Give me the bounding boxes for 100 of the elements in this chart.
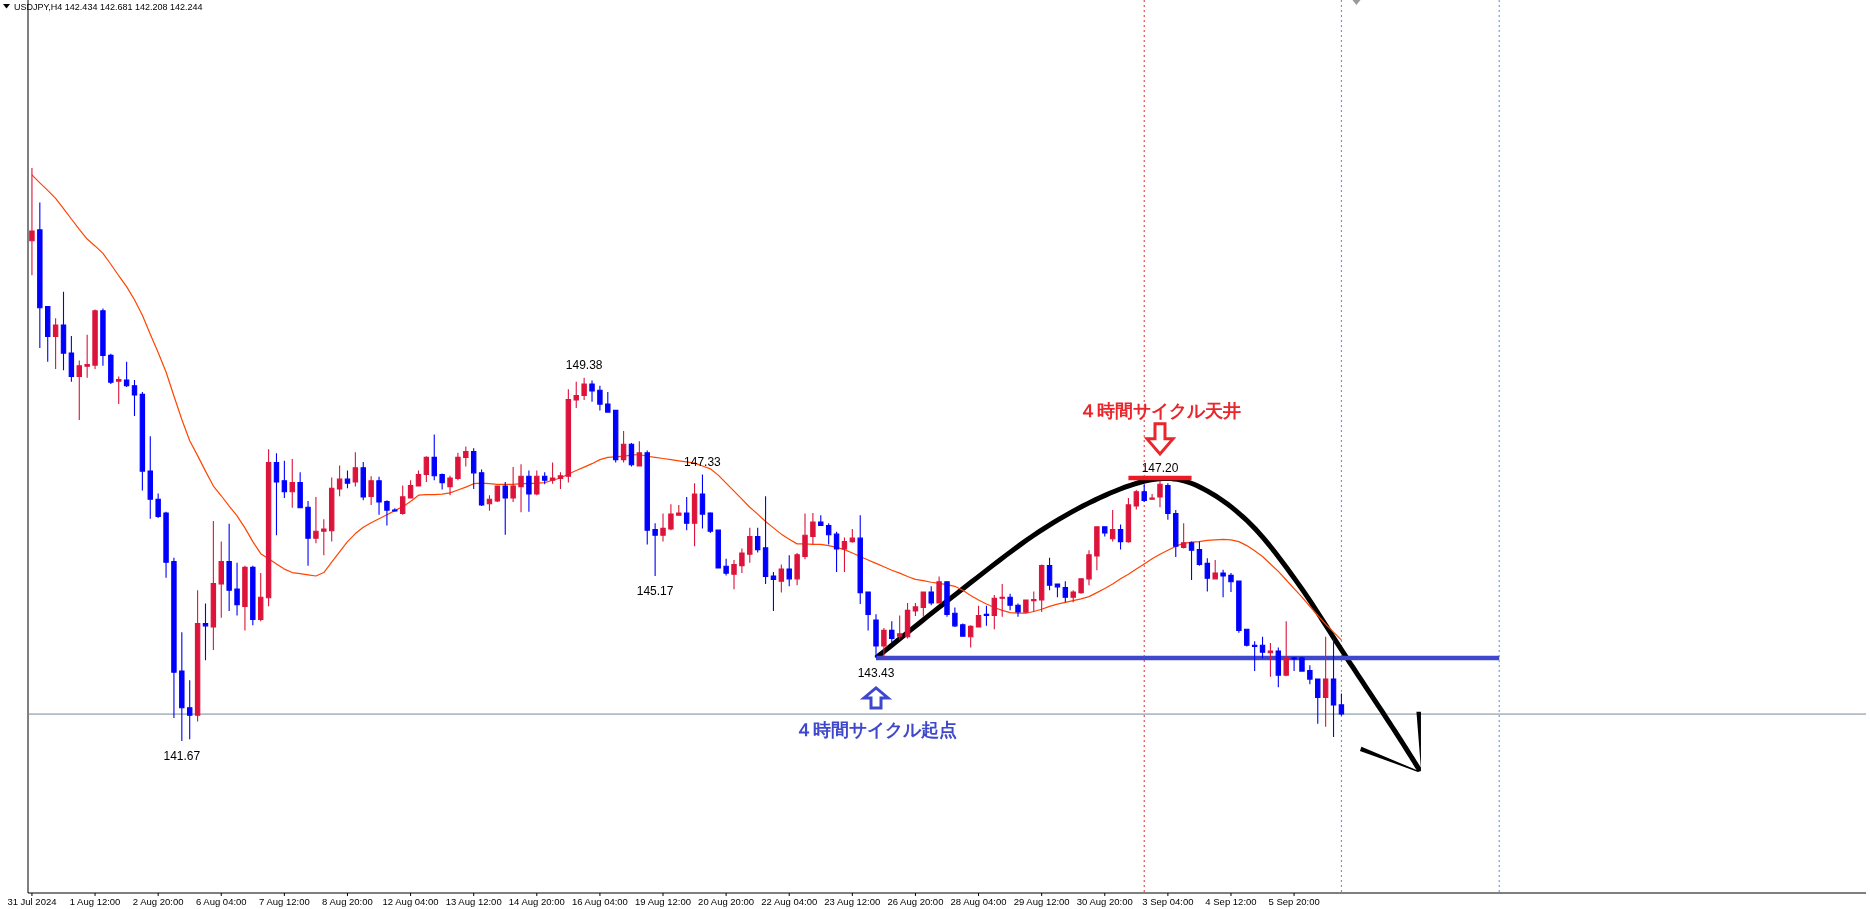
candlestick [628,442,635,468]
candlestick [668,503,674,531]
candlestick [510,466,516,503]
candlestick [257,572,264,622]
x-tick-label: 23 Aug 12:00 [824,896,881,907]
candlestick [186,679,193,740]
x-tick-label: 7 Aug 12:00 [259,896,310,907]
candlestick [620,430,627,464]
x-tick-label: 12 Aug 04:00 [382,896,439,907]
candlestick [1054,583,1061,598]
candlestick [1149,493,1155,501]
candlestick [1220,569,1226,598]
annotation: 145.17 [636,583,674,598]
candlestick [833,531,840,573]
candlestick [1283,620,1289,677]
candlestick [762,495,769,585]
candlestick [502,481,508,536]
candlestick [754,527,761,554]
candlestick [1031,590,1037,613]
candlestick [478,468,485,507]
candlestick [605,391,611,414]
candlestick [470,447,477,490]
candlestick [147,435,153,520]
x-tick-label: 16 Aug 04:00 [571,896,628,907]
candlestick [423,455,430,483]
candlestick [194,589,201,723]
candlestick [155,492,161,519]
x-tick-label: 8 Aug 20:00 [322,896,373,907]
candlestick [92,308,98,370]
x-tick-label: 13 Aug 12:00 [445,896,502,907]
candlestick [731,559,737,590]
candlestick [1078,578,1084,595]
candlestick [1086,549,1092,586]
candlestick [1141,483,1147,503]
candlestick [518,463,524,513]
candlestick [1315,677,1321,725]
candlestick [123,361,130,388]
candlestick [975,605,982,629]
candlestick [825,522,832,546]
candlestick [163,511,169,579]
candlestick [486,494,493,512]
candlestick [999,583,1005,618]
candlestick [1338,692,1345,717]
candlestick [1165,482,1171,521]
candlestick [1157,480,1163,508]
candlestick [242,565,248,631]
candlestick [723,558,729,576]
candlestick [431,433,437,481]
candlestick [865,590,871,631]
candlestick [794,552,800,586]
candlestick [76,359,82,421]
x-tick-label: 20 Aug 20:00 [698,896,755,907]
candlestick [37,201,43,349]
candlestick [1046,557,1053,591]
candlestick [881,627,887,658]
candlestick [715,529,721,569]
x-tick-label: 29 Aug 12:00 [1013,896,1070,907]
candlestick [991,594,998,630]
candlestick [139,391,146,492]
candlestick [960,622,966,638]
candlestick [920,590,927,618]
candlestick [1109,509,1116,543]
candlestick [565,388,572,484]
x-tick-label: 4 Sep 12:00 [1205,896,1257,907]
candlestick [912,602,919,617]
candlestick [328,476,335,543]
annotation: 149.38 [565,357,603,372]
annotation: 143.43 [857,665,895,680]
candlestick [116,376,122,405]
x-tick-label: 28 Aug 04:00 [950,896,1007,907]
chart-title: USDJPY,H4 142.434 142.681 142.208 142.244 [14,2,203,12]
candlestick [108,353,114,385]
candlestick [305,500,311,567]
candlestick [526,469,532,513]
candlestick [889,620,895,645]
candlestick [376,476,382,516]
annotation: 147.20 [1141,460,1179,475]
candlestick [644,449,650,546]
candlestick [818,514,824,527]
candlestick [297,471,303,509]
candlestick [100,307,106,367]
candlestick [1244,628,1250,648]
candlestick [52,317,59,370]
x-tick-label: 31 Jul 2024 [7,896,57,907]
candlestick [857,514,863,605]
candlestick [289,458,295,509]
candlestick [1330,637,1337,738]
candlestick [1038,563,1045,613]
annotation: ４時間サイクル起点 [795,719,957,740]
candlestick [589,380,595,403]
candlestick [218,541,224,619]
candlestick [1322,636,1329,728]
x-tick-label: 1 Aug 12:00 [69,896,121,907]
candlestick [1251,640,1258,672]
candlestick [1062,580,1069,603]
x-tick-label: 5 Sep 20:00 [1268,896,1320,907]
candlestick [447,475,453,496]
candlestick [581,377,587,401]
candlestick [407,479,414,500]
candlestick [786,554,792,587]
